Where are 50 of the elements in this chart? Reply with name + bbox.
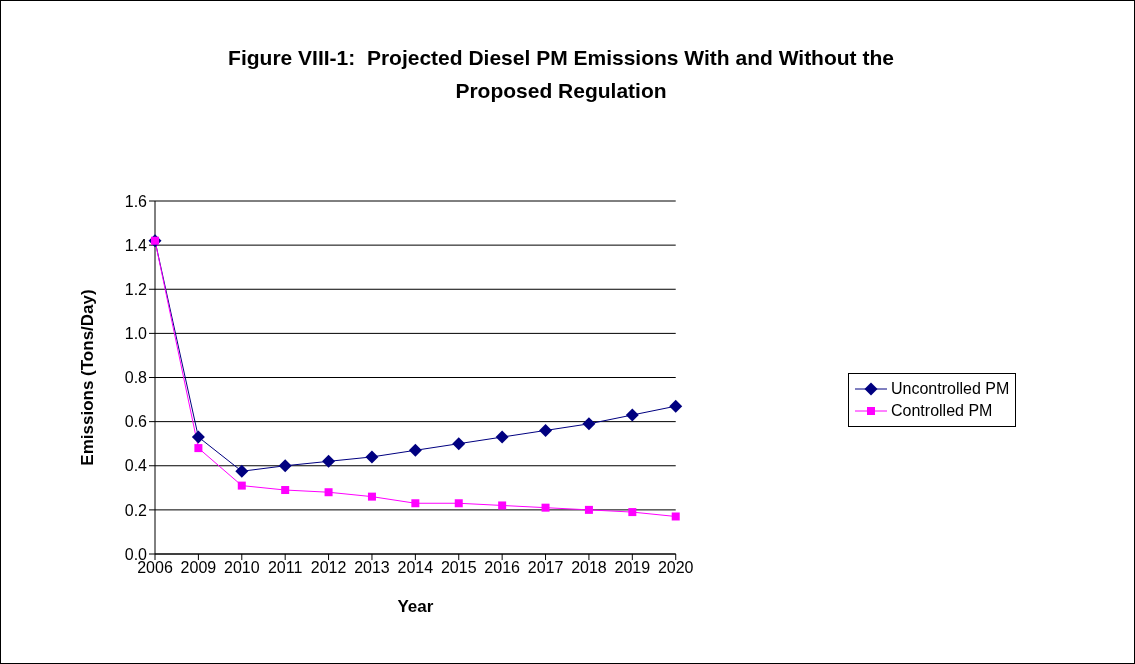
y-tick-label: 0.4 (124, 457, 148, 475)
point (541, 503, 550, 512)
point (235, 464, 249, 478)
x-tick-label: 2017 (527, 559, 564, 577)
x-tick-label: 2006 (137, 559, 173, 577)
y-tick-label: 1.0 (124, 325, 148, 343)
legend-label: Uncontrolled PM (891, 379, 1010, 399)
x-tick-label: 2015 (440, 559, 477, 577)
point (237, 481, 246, 490)
legend-label: Controlled PM (891, 401, 993, 421)
point (582, 417, 596, 431)
point (452, 437, 466, 451)
x-tick-label: 2014 (397, 559, 434, 577)
x-axis-title: Year (397, 597, 434, 616)
point (365, 450, 379, 464)
point (281, 486, 290, 495)
y-tick-label: 1.2 (124, 280, 148, 298)
point (324, 488, 333, 497)
y-tick-label: 1.6 (124, 192, 148, 210)
point (669, 399, 683, 413)
point (454, 499, 463, 508)
chart-title: Figure VIII-1: Projected Diesel PM Emissions With and Without the Proposed Regulation (227, 45, 895, 104)
point (625, 408, 639, 422)
point (628, 508, 637, 517)
y-tick-label: 0.6 (124, 413, 148, 431)
x-tick-label: 2011 (267, 559, 303, 577)
x-tick-label: 2009 (180, 559, 217, 577)
y-tick-label: 0.8 (124, 369, 148, 387)
x-tick-label: 2012 (310, 559, 347, 577)
point (498, 501, 507, 510)
point (584, 505, 593, 514)
x-tick-label: 2018 (571, 559, 607, 577)
x-tick-label: 2010 (223, 559, 260, 577)
point (278, 459, 292, 473)
point (322, 454, 336, 468)
y-tick-label: 1.4 (124, 236, 148, 254)
y-tick-label: 0.2 (124, 501, 148, 519)
y-axis-title: Emissions (Tons/Day) (78, 289, 98, 466)
x-tick-label: 2016 (484, 559, 521, 577)
x-tick-label: 2020 (657, 559, 694, 577)
point (495, 430, 509, 444)
x-tick-label: 2019 (614, 559, 651, 577)
point (408, 443, 422, 457)
point (411, 499, 420, 508)
x-tick-label: 2013 (354, 559, 390, 577)
point (539, 423, 553, 437)
point (367, 492, 376, 501)
point (191, 430, 205, 444)
point (194, 444, 203, 453)
point (671, 512, 680, 521)
